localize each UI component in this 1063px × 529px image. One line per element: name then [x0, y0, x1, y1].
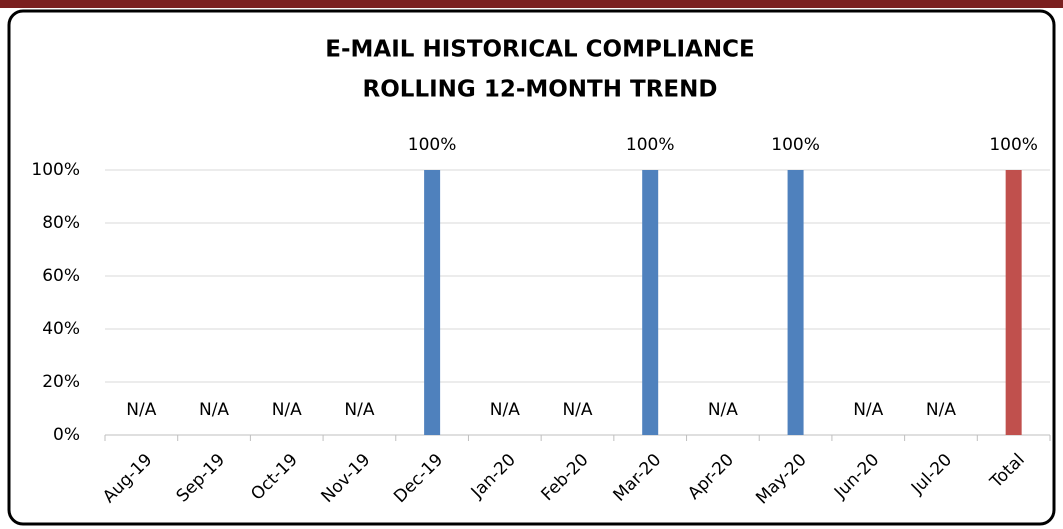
y-tick-label: 0% [53, 425, 80, 445]
bar [787, 170, 804, 435]
data-label: N/A [126, 400, 156, 420]
y-tick-label: 100% [31, 160, 80, 180]
data-label: N/A [708, 400, 738, 420]
data-label: N/A [853, 400, 883, 420]
y-tick-label: 60% [42, 266, 80, 286]
data-label: N/A [490, 400, 520, 420]
top-stripe [0, 0, 1063, 8]
bar [1005, 170, 1022, 435]
data-label: N/A [926, 400, 956, 420]
chart-title: E-MAIL HISTORICAL COMPLIANCE [325, 37, 754, 63]
chart-subtitle: ROLLING 12-MONTH TREND [363, 77, 718, 103]
data-label: N/A [562, 400, 592, 420]
data-label: 100% [989, 135, 1038, 155]
data-label: N/A [344, 400, 374, 420]
data-label: 100% [771, 135, 820, 155]
y-tick-label: 40% [42, 319, 80, 339]
data-label: 100% [408, 135, 457, 155]
bar [424, 170, 441, 435]
y-tick-label: 80% [42, 213, 80, 233]
bar [642, 170, 659, 435]
data-label: N/A [272, 400, 302, 420]
y-tick-label: 20% [42, 372, 80, 392]
data-label: 100% [626, 135, 675, 155]
data-label: N/A [199, 400, 229, 420]
